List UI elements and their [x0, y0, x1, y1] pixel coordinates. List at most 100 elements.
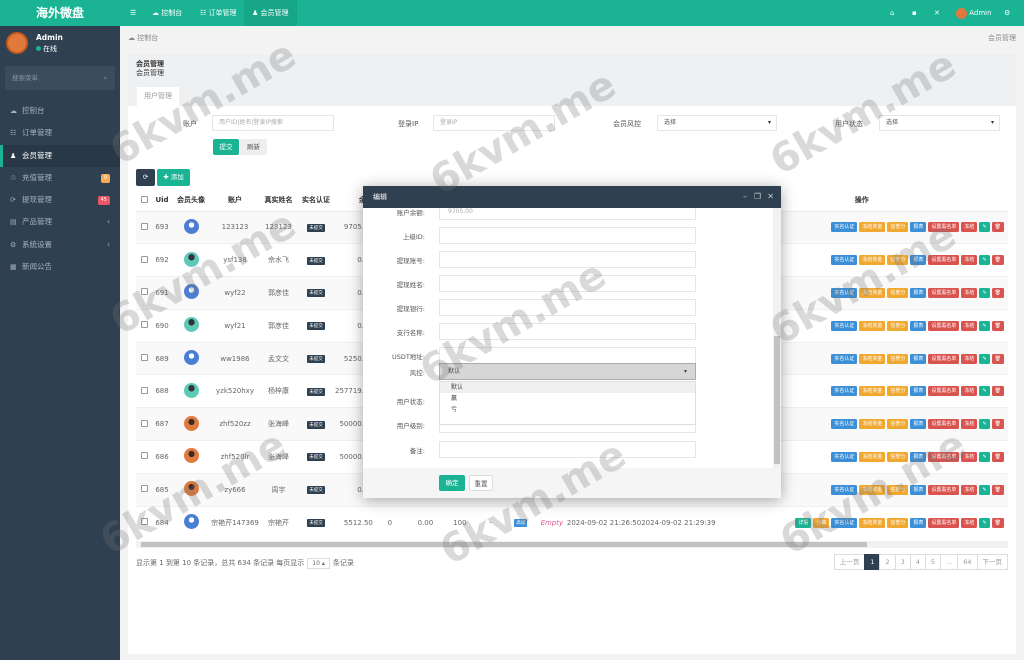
op-button-freeze[interactable]: 冻结: [961, 320, 978, 331]
avatar[interactable]: [183, 415, 199, 431]
op-button-delete[interactable]: 🗑: [991, 484, 1004, 495]
op-button-edit[interactable]: ✎: [979, 320, 990, 331]
menu-search-input[interactable]: 搜索菜单 ⌕: [5, 66, 115, 90]
prev-page-button[interactable]: 上一页: [833, 554, 866, 570]
op-button-freeze[interactable]: 冻结: [961, 517, 978, 528]
op-button-edit[interactable]: ✎: [979, 386, 990, 397]
sidebar-item-2[interactable]: ♟ 会员管理: [0, 144, 120, 167]
op-button-kyc[interactable]: 实名认证: [831, 353, 858, 364]
op-button-credit-score[interactable]: 信誉分: [887, 320, 909, 331]
row-checkbox[interactable]: [136, 276, 152, 310]
avatar[interactable]: [183, 317, 199, 333]
sidebar-item-7[interactable]: ▦ 新闻公告: [0, 256, 120, 278]
select-all-checkbox[interactable]: [136, 190, 152, 212]
op-button-blacklist[interactable]: 设置黑名单: [928, 320, 960, 331]
op-button-credit-score[interactable]: 信誉分: [887, 517, 909, 528]
op-button-report[interactable]: 报表: [910, 451, 927, 462]
modal-scrollbar[interactable]: [773, 208, 781, 468]
avatar[interactable]: [183, 448, 199, 464]
op-button-delete[interactable]: 🗑: [991, 255, 1004, 266]
op-button-edit[interactable]: ✎: [979, 287, 990, 298]
reload-icon[interactable]: ⟳: [136, 169, 155, 186]
page-button[interactable]: ...: [940, 554, 959, 570]
op-button-kyc[interactable]: 实名认证: [831, 222, 858, 233]
page-button[interactable]: 1: [864, 554, 881, 570]
horizontal-scrollbar[interactable]: [136, 541, 1008, 548]
row-checkbox[interactable]: [136, 243, 152, 277]
op-button-delete[interactable]: 🗑: [991, 386, 1004, 397]
op-button-report[interactable]: 报表: [910, 255, 927, 266]
op-button-blacklist[interactable]: 设置黑名单: [928, 353, 960, 364]
op-button-edit[interactable]: ✎: [979, 484, 990, 495]
op-button-credit-score[interactable]: 信誉分: [887, 386, 909, 397]
op-button-delete[interactable]: 🗑: [991, 287, 1004, 298]
sidebar-item-6[interactable]: ⚙ 系统设置 ‹: [0, 234, 120, 256]
modal-header[interactable]: 编辑 – ❐ ✕: [363, 186, 781, 208]
ip-input[interactable]: 登录IP: [433, 115, 555, 131]
row-checkbox[interactable]: [136, 472, 152, 507]
scrollbar-thumb[interactable]: [141, 542, 867, 547]
avatar[interactable]: [183, 481, 199, 497]
op-button-delete[interactable]: 🗑: [991, 320, 1004, 331]
op-button-report[interactable]: 报表: [910, 287, 927, 298]
row-checkbox[interactable]: [136, 341, 152, 375]
op-button-delete[interactable]: 🗑: [991, 419, 1004, 430]
op-button-blacklist[interactable]: 设置黑名单: [928, 255, 960, 266]
sidebar-item-1[interactable]: ☷ 订单管理: [0, 122, 120, 144]
op-button-kyc[interactable]: 实名认证: [831, 320, 858, 331]
op-button-freeze[interactable]: 冻结: [961, 484, 978, 495]
menu-toggle-icon[interactable]: ☰: [130, 9, 137, 17]
op-button-kyc[interactable]: 实名认证: [831, 484, 858, 495]
breadcrumb-item[interactable]: 控制台: [137, 34, 159, 42]
op-button-freeze-funds[interactable]: 冻结资金: [859, 353, 886, 364]
op-button-blacklist[interactable]: 设置黑名单: [928, 517, 960, 528]
page-button[interactable]: 4: [909, 554, 926, 570]
sidebar-item-5[interactable]: ▤ 产品管理 ‹: [0, 211, 120, 233]
op-button-credit-score[interactable]: 信誉分: [887, 353, 909, 364]
col-uid[interactable]: Uid: [152, 190, 172, 212]
op-button-credit-score[interactable]: 信誉分: [887, 419, 909, 430]
op-button-blacklist[interactable]: 设置黑名单: [928, 419, 960, 430]
option-lose[interactable]: 亏: [451, 406, 458, 413]
op-button-delete[interactable]: 🗑: [991, 222, 1004, 233]
tab-user-management[interactable]: 用户管理: [137, 87, 179, 106]
risk-select[interactable]: 选择 ▾: [657, 115, 777, 131]
minimize-icon[interactable]: –: [743, 192, 747, 201]
op-button-freeze-funds[interactable]: 冻结资金: [859, 386, 886, 397]
op-button-kyc[interactable]: 实名认证: [831, 517, 858, 528]
field-input[interactable]: [439, 227, 696, 244]
op-button-freeze[interactable]: 冻结: [961, 386, 978, 397]
avatar[interactable]: [183, 350, 199, 366]
row-checkbox[interactable]: [136, 407, 152, 441]
sidebar-item-4[interactable]: ⟳ 提现管理 45: [0, 189, 120, 211]
row-checkbox[interactable]: [136, 505, 152, 539]
op-button-blacklist[interactable]: 设置黑名单: [928, 484, 960, 495]
op-button-credit-score[interactable]: 信誉分: [887, 255, 909, 266]
op-button-kyc[interactable]: 实名认证: [831, 255, 858, 266]
op-button-edit[interactable]: ✎: [979, 222, 990, 233]
tab-orders[interactable]: ☷ 订单管理: [200, 9, 237, 17]
op-button-edit[interactable]: ✎: [979, 419, 990, 430]
share-icon[interactable]: ⚙: [1004, 9, 1011, 17]
avatar[interactable]: [183, 284, 199, 300]
row-checkbox[interactable]: [136, 210, 152, 244]
op-button-credit-score[interactable]: 信誉分: [887, 451, 909, 462]
avatar[interactable]: [183, 251, 199, 267]
op-button-freeze-funds[interactable]: 冻结资金: [859, 320, 886, 331]
field-input[interactable]: [439, 275, 696, 292]
op-button-freeze-funds[interactable]: 冻结资金: [859, 287, 886, 298]
op-button-blacklist[interactable]: 设置黑名单: [928, 386, 960, 397]
field-input[interactable]: [439, 299, 696, 316]
avatar[interactable]: [183, 514, 199, 530]
op-button-freeze-funds[interactable]: 冻结资金: [859, 517, 886, 528]
op-button-freeze-funds[interactable]: 冻结资金: [859, 222, 886, 233]
op-button-edit[interactable]: ✎: [979, 255, 990, 266]
op-button-freeze-funds[interactable]: 冻结资金: [859, 484, 886, 495]
op-button-delete[interactable]: 🗑: [991, 517, 1004, 528]
add-button[interactable]: ✚ 添加: [157, 169, 190, 186]
reset-button[interactable]: 重置: [469, 475, 493, 491]
row-checkbox[interactable]: [136, 308, 152, 343]
op-button-edit[interactable]: ✎: [979, 353, 990, 364]
op-button-edit[interactable]: ✎: [979, 517, 990, 528]
page-button[interactable]: 3: [894, 554, 911, 570]
